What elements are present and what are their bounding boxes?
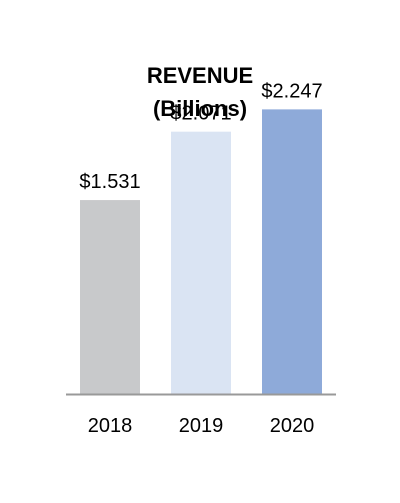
x-tick-label-2018: 2018 (88, 415, 133, 437)
bar-2020 (262, 109, 322, 394)
x-tick-labels-group: 2018 2019 2020 (88, 415, 315, 437)
bars-group (80, 109, 322, 394)
value-label-2020: $2.247 (261, 80, 322, 102)
x-tick-label-2020: 2020 (270, 415, 315, 437)
value-labels-group: $1.531 $2.071 $2.247 (79, 80, 322, 193)
bar-2018 (80, 200, 140, 394)
x-tick-label-2019: 2019 (179, 415, 224, 437)
value-label-2019: $2.071 (170, 103, 231, 125)
bar-2019 (171, 131, 231, 394)
chart-title: REVENUE (147, 63, 253, 88)
chart-subtitle: (Billions) (153, 96, 247, 121)
value-label-2018: $1.531 (79, 171, 140, 193)
